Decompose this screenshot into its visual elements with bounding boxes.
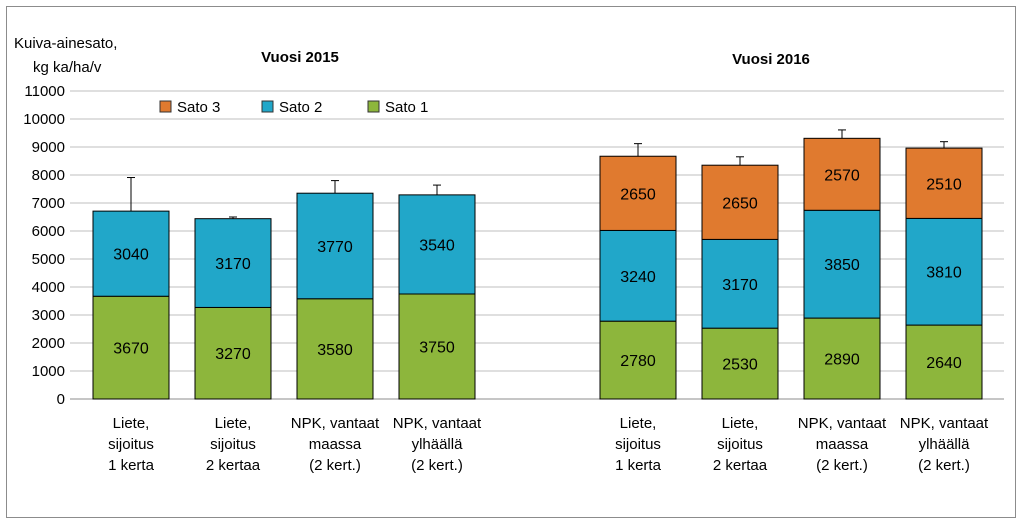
data-label: 3580 — [317, 342, 353, 359]
data-label: 2890 — [824, 352, 860, 369]
x-category-label-line: Liete, — [113, 415, 150, 432]
x-category-label-line: 2 kertaa — [206, 457, 261, 474]
bar-segment-sato-2 — [194, 218, 272, 308]
x-category-label-line: (2 kert.) — [816, 457, 868, 474]
y-tick-label: 11000 — [24, 83, 65, 100]
bar-segment-sato-2 — [803, 209, 881, 319]
bar-segment-sato-1 — [803, 317, 881, 400]
y-tick-label: 2000 — [32, 335, 65, 352]
data-label: 2650 — [722, 195, 758, 212]
data-label: 2570 — [824, 167, 860, 184]
y-tick-label: 0 — [57, 391, 65, 408]
x-category-label-line: sijoitus — [717, 436, 763, 453]
x-category-label-line: (2 kert.) — [411, 457, 463, 474]
data-label: 2650 — [620, 186, 656, 203]
x-category-label-line: ylhäällä — [919, 436, 971, 453]
bar-segment-sato-3 — [599, 155, 677, 231]
bar-segment-sato-2 — [296, 192, 374, 300]
bar-segment-sato-2 — [701, 238, 779, 329]
legend-swatch-sato-2 — [261, 100, 274, 113]
x-category-label-line: Liete, — [215, 415, 252, 432]
bar-segment-sato-2 — [599, 229, 677, 322]
x-category-label-line: sijoitus — [108, 436, 154, 453]
data-label: 2530 — [722, 357, 758, 374]
x-category-label-line: (2 kert.) — [309, 457, 361, 474]
bar-segment-sato-1 — [194, 306, 272, 400]
data-label: 3810 — [926, 265, 962, 282]
data-label: 3040 — [113, 247, 149, 264]
x-category-label-line: NPK, vantaat — [291, 415, 380, 432]
legend-label-sato-3: Sato 3 — [177, 99, 220, 116]
y-tick-label: 1000 — [32, 363, 65, 380]
bar-segment-sato-1 — [701, 327, 779, 400]
legend-label-sato-1: Sato 1 — [385, 99, 428, 116]
y-tick-label: 8000 — [32, 167, 65, 184]
group-title-2015: Vuosi 2015 — [261, 49, 339, 66]
x-category-labels: Liete, sijoitus 1 kerta Liete, sijoitus 2 ker… — [108, 415, 989, 474]
y-tick-label: 5000 — [32, 251, 65, 268]
bar-segment-sato-2 — [398, 194, 476, 295]
bar-segment-sato-1 — [296, 298, 374, 400]
data-label: 3750 — [419, 340, 455, 357]
y-tick-labels: 0 1000 2000 3000 4000 5000 6000 7000 8000 9000 100… — [23, 83, 65, 408]
x-category-label-line: Liete, — [620, 415, 657, 432]
x-category-label-line: sijoitus — [615, 436, 661, 453]
data-label: 3850 — [824, 257, 860, 274]
x-category-label-line: ylhäällä — [412, 436, 464, 453]
data-label: 3770 — [317, 239, 353, 256]
x-category-label-line: NPK, vantaat — [900, 415, 989, 432]
data-label: 3170 — [215, 256, 251, 273]
data-label: 3270 — [215, 346, 251, 363]
y-tick-label: 10000 — [23, 111, 65, 128]
y-axis-label-line-2: kg ka/ha/v — [33, 59, 102, 76]
y-axis-label-line-1: Kuiva-ainesato, — [14, 35, 117, 52]
bars: 3670 3040 3270 3170 3580 3770 3750 3540 2780 3240… — [92, 129, 983, 400]
data-label: 2640 — [926, 355, 962, 372]
x-category-label-line: NPK, vantaat — [393, 415, 482, 432]
x-category-label-line: maassa — [816, 436, 869, 453]
bar-segment-sato-2 — [905, 217, 983, 326]
y-tick-label: 9000 — [32, 139, 65, 156]
legend: Sato 3 Sato 2 Sato 1 — [159, 99, 428, 116]
y-tick-label: 6000 — [32, 223, 65, 240]
bar-segment-sato-3 — [701, 164, 779, 240]
data-label: 3240 — [620, 269, 656, 286]
x-category-label-line: (2 kert.) — [918, 457, 970, 474]
y-tick-label: 4000 — [32, 279, 65, 296]
bar-segment-sato-1 — [92, 295, 170, 400]
data-label: 2510 — [926, 176, 962, 193]
y-tick-label: 7000 — [32, 195, 65, 212]
x-category-label-line: 2 kertaa — [713, 457, 768, 474]
x-category-label-line: 1 kerta — [108, 457, 155, 474]
bar-segment-sato-1 — [905, 324, 983, 400]
group-title-2016: Vuosi 2016 — [732, 51, 810, 68]
legend-label-sato-2: Sato 2 — [279, 99, 322, 116]
legend-swatch-sato-3 — [159, 100, 172, 113]
legend-swatch-sato-1 — [367, 100, 380, 113]
x-category-label-line: NPK, vantaat — [798, 415, 887, 432]
data-label: 3540 — [419, 237, 455, 254]
x-category-label-line: sijoitus — [210, 436, 256, 453]
y-tick-label: 3000 — [32, 307, 65, 324]
data-label: 3170 — [722, 277, 758, 294]
bar-segment-sato-3 — [905, 147, 983, 219]
x-category-label-line: 1 kerta — [615, 457, 662, 474]
data-label: 3670 — [113, 341, 149, 358]
data-label: 2780 — [620, 353, 656, 370]
bar-segment-sato-1 — [599, 320, 677, 400]
bar-segment-sato-1 — [398, 293, 476, 400]
bar-segment-sato-3 — [803, 137, 881, 211]
x-category-label-line: Liete, — [722, 415, 759, 432]
x-category-label-line: maassa — [309, 436, 362, 453]
